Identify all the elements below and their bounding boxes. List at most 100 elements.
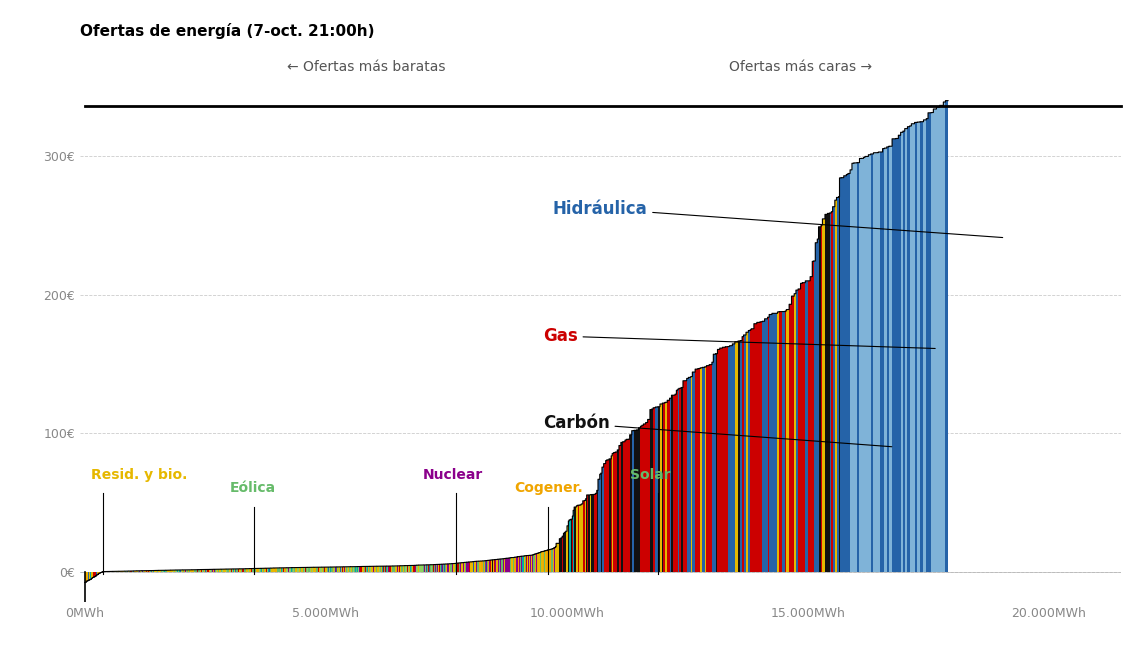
Bar (853, 163, 857, 571)
Bar (757, 322, 760, 571)
Bar (622, 442, 625, 571)
Bar (887, 147, 889, 571)
Bar (676, 390, 677, 571)
Bar (903, 131, 905, 571)
Bar (705, 367, 707, 571)
Bar (905, 128, 907, 571)
Bar (629, 435, 631, 571)
Bar (907, 126, 909, 571)
Bar (823, 219, 825, 571)
Bar (931, 112, 934, 571)
Bar (827, 213, 829, 571)
Text: Ofertas de energía (7-oct. 21:00h): Ofertas de energía (7-oct. 21:00h) (80, 23, 374, 39)
Bar (621, 442, 622, 571)
Bar (732, 344, 734, 571)
Text: Resid. y bio.: Resid. y bio. (92, 468, 188, 482)
Bar (923, 120, 927, 571)
Bar (808, 281, 810, 571)
Bar (833, 207, 835, 571)
Bar (799, 289, 801, 571)
Bar (813, 261, 816, 571)
Bar (601, 473, 602, 571)
Bar (836, 197, 839, 571)
Bar (928, 113, 931, 571)
Bar (772, 313, 774, 571)
Bar (852, 163, 853, 571)
Bar (746, 332, 748, 571)
Text: ← Ofertas más baratas: ← Ofertas más baratas (287, 60, 445, 74)
Bar (638, 427, 641, 571)
Bar (707, 366, 709, 571)
Bar (873, 153, 875, 571)
Text: Cogener.: Cogener. (514, 482, 582, 496)
Bar (779, 312, 782, 571)
Bar (754, 324, 757, 571)
Bar (656, 407, 658, 571)
Bar (774, 313, 778, 571)
Bar (597, 490, 598, 571)
Bar (589, 495, 591, 571)
Text: Hidráulica: Hidráulica (553, 199, 1002, 237)
Bar (684, 381, 686, 571)
Bar (768, 317, 769, 571)
Bar (683, 381, 684, 571)
Bar (702, 367, 705, 571)
Bar (744, 335, 746, 571)
Bar (628, 440, 629, 571)
Bar (821, 225, 823, 571)
Bar (802, 283, 805, 571)
Bar (864, 157, 865, 571)
Bar (667, 400, 669, 571)
Bar (598, 479, 599, 571)
Bar (562, 536, 564, 571)
Bar (801, 284, 802, 571)
Bar (912, 124, 914, 571)
Text: Eólica: Eólica (230, 482, 276, 496)
Bar (658, 407, 660, 571)
Bar (841, 178, 844, 571)
Bar (602, 467, 604, 571)
Bar (674, 395, 675, 571)
Bar (709, 365, 712, 571)
Bar (645, 423, 648, 571)
Bar (764, 319, 768, 571)
Bar (606, 460, 609, 571)
Bar (720, 348, 722, 571)
Bar (889, 147, 892, 571)
Bar (875, 153, 879, 571)
Bar (748, 330, 750, 571)
Bar (570, 520, 571, 571)
Bar (835, 200, 836, 571)
Bar (898, 135, 900, 571)
Bar (760, 322, 762, 571)
Bar (642, 425, 643, 571)
Bar (582, 501, 585, 571)
Text: Carbón: Carbón (542, 414, 892, 447)
Bar (561, 538, 562, 571)
Bar (789, 304, 792, 571)
Bar (686, 379, 689, 571)
Bar (594, 494, 595, 571)
Bar (681, 387, 683, 571)
Bar (937, 107, 939, 571)
Bar (927, 118, 928, 571)
Bar (675, 394, 676, 571)
Bar (730, 346, 732, 571)
Bar (619, 446, 621, 571)
Bar (896, 138, 898, 571)
Bar (729, 347, 730, 571)
Bar (567, 526, 569, 571)
Bar (522, 556, 524, 571)
Bar (909, 126, 912, 571)
Bar (934, 109, 937, 571)
Bar (857, 163, 859, 571)
Bar (722, 347, 725, 571)
Bar (625, 440, 626, 571)
Bar (796, 290, 799, 571)
Bar (615, 452, 618, 571)
Bar (742, 337, 744, 571)
Bar (840, 178, 841, 571)
Bar (700, 368, 702, 571)
Bar (782, 312, 785, 571)
Bar (752, 328, 754, 571)
